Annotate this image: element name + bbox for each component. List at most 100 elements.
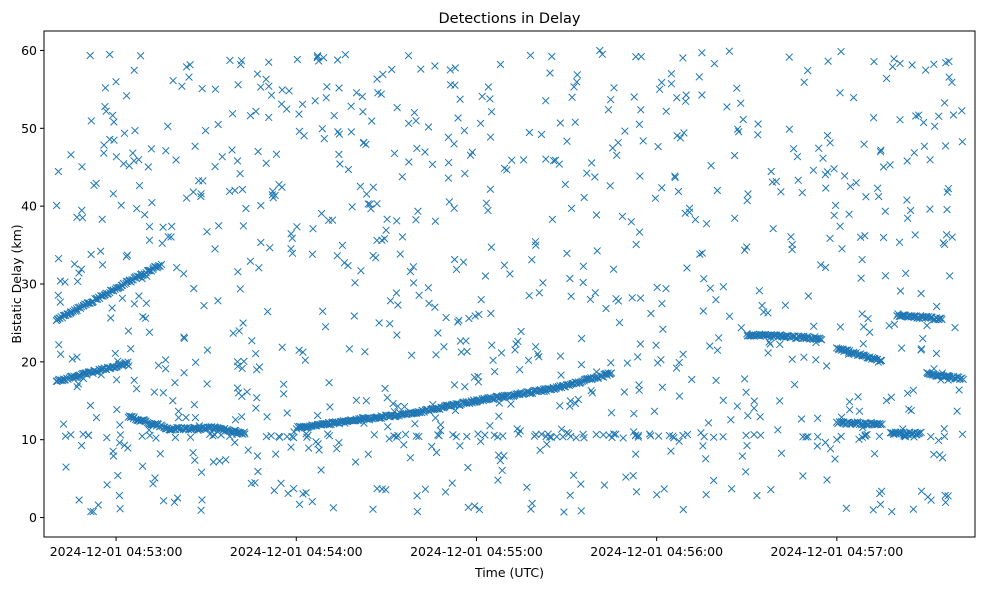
detection-marker	[255, 263, 263, 272]
detection-marker	[958, 137, 967, 146]
detection-marker	[587, 159, 596, 167]
detection-marker	[432, 448, 441, 457]
detection-marker	[941, 491, 949, 500]
detection-marker	[548, 52, 556, 61]
detection-marker	[158, 239, 166, 248]
detection-marker	[890, 55, 898, 63]
detection-marker	[637, 106, 645, 114]
detection-marker	[822, 184, 830, 192]
detection-marker	[536, 446, 544, 454]
detection-marker	[119, 160, 128, 168]
detection-marker	[450, 255, 459, 264]
detection-marker	[607, 408, 616, 417]
detection-marker	[524, 356, 533, 365]
detection-marker	[191, 358, 200, 367]
detection-marker	[476, 119, 485, 128]
detection-marker	[73, 383, 81, 391]
detection-marker	[366, 200, 374, 209]
detection-marker	[679, 350, 687, 359]
detection-marker	[253, 70, 262, 78]
detection-marker	[621, 127, 629, 135]
detection-marker	[934, 436, 943, 445]
detection-marker	[233, 430, 241, 438]
detection-marker	[413, 507, 422, 516]
detection-marker	[318, 124, 327, 133]
detection-marker	[102, 107, 110, 115]
detection-marker	[394, 402, 402, 411]
detection-marker	[940, 432, 949, 441]
detection-marker	[180, 368, 188, 377]
detection-marker	[637, 52, 645, 61]
detection-marker	[930, 122, 939, 131]
detection-marker	[512, 340, 520, 348]
detection-marker	[277, 479, 285, 488]
detection-marker	[525, 128, 534, 137]
detection-marker	[860, 140, 868, 149]
detection-marker	[340, 259, 349, 267]
detection-marker	[214, 297, 222, 305]
detection-marker	[229, 329, 237, 337]
detection-marker	[673, 131, 681, 140]
detection-marker	[852, 179, 860, 187]
detection-marker	[854, 393, 862, 401]
detection-marker	[695, 73, 704, 81]
detection-marker	[701, 455, 710, 463]
detection-marker	[719, 396, 728, 405]
detection-marker	[234, 80, 242, 89]
detection-marker	[959, 375, 968, 384]
detection-marker	[488, 341, 496, 349]
detection-marker	[845, 398, 854, 406]
detection-marker	[406, 454, 415, 462]
detection-marker	[809, 166, 818, 174]
detection-marker	[940, 240, 949, 249]
detection-marker	[790, 380, 799, 389]
detection-marker	[799, 433, 807, 441]
detection-marker	[222, 455, 230, 464]
detection-marker	[673, 93, 681, 102]
detection-marker	[509, 392, 518, 400]
detection-marker	[632, 240, 640, 249]
detection-marker	[559, 433, 567, 441]
detection-marker	[318, 307, 327, 316]
detection-marker	[106, 286, 115, 295]
detection-marker	[191, 413, 200, 422]
detection-marker	[415, 432, 423, 441]
detection-marker	[239, 222, 248, 230]
detection-marker	[168, 426, 177, 434]
detection-marker	[741, 468, 750, 476]
detection-marker	[270, 486, 279, 495]
detection-marker	[451, 64, 460, 72]
detection-marker	[233, 358, 242, 366]
detection-marker	[390, 408, 399, 416]
detection-marker	[110, 118, 118, 126]
detection-marker	[351, 278, 359, 287]
detection-marker	[239, 319, 247, 327]
detection-marker	[117, 201, 125, 210]
detection-marker	[125, 362, 133, 370]
detection-marker	[599, 431, 608, 439]
detection-marker	[802, 433, 810, 441]
detection-marker	[456, 337, 465, 345]
detection-marker	[283, 409, 291, 417]
detection-marker	[299, 490, 307, 498]
detection-marker	[600, 481, 609, 489]
detection-marker	[830, 165, 838, 173]
detection-marker	[242, 204, 250, 213]
detection-marker	[809, 322, 818, 331]
detection-marker	[890, 320, 899, 328]
detection-marker	[499, 432, 507, 440]
detection-marker	[486, 185, 495, 193]
detection-marker	[537, 130, 546, 139]
detection-marker	[548, 215, 557, 224]
detection-marker	[424, 123, 433, 131]
detection-marker	[769, 224, 777, 233]
detection-marker	[301, 356, 310, 364]
detection-marker	[381, 384, 389, 393]
detection-marker	[833, 436, 841, 444]
y-tick-label: 10	[21, 432, 37, 447]
detection-marker	[945, 57, 953, 66]
detection-marker	[583, 169, 591, 177]
detection-marker	[265, 243, 274, 252]
detection-marker	[234, 268, 242, 276]
detection-marker	[379, 70, 387, 79]
